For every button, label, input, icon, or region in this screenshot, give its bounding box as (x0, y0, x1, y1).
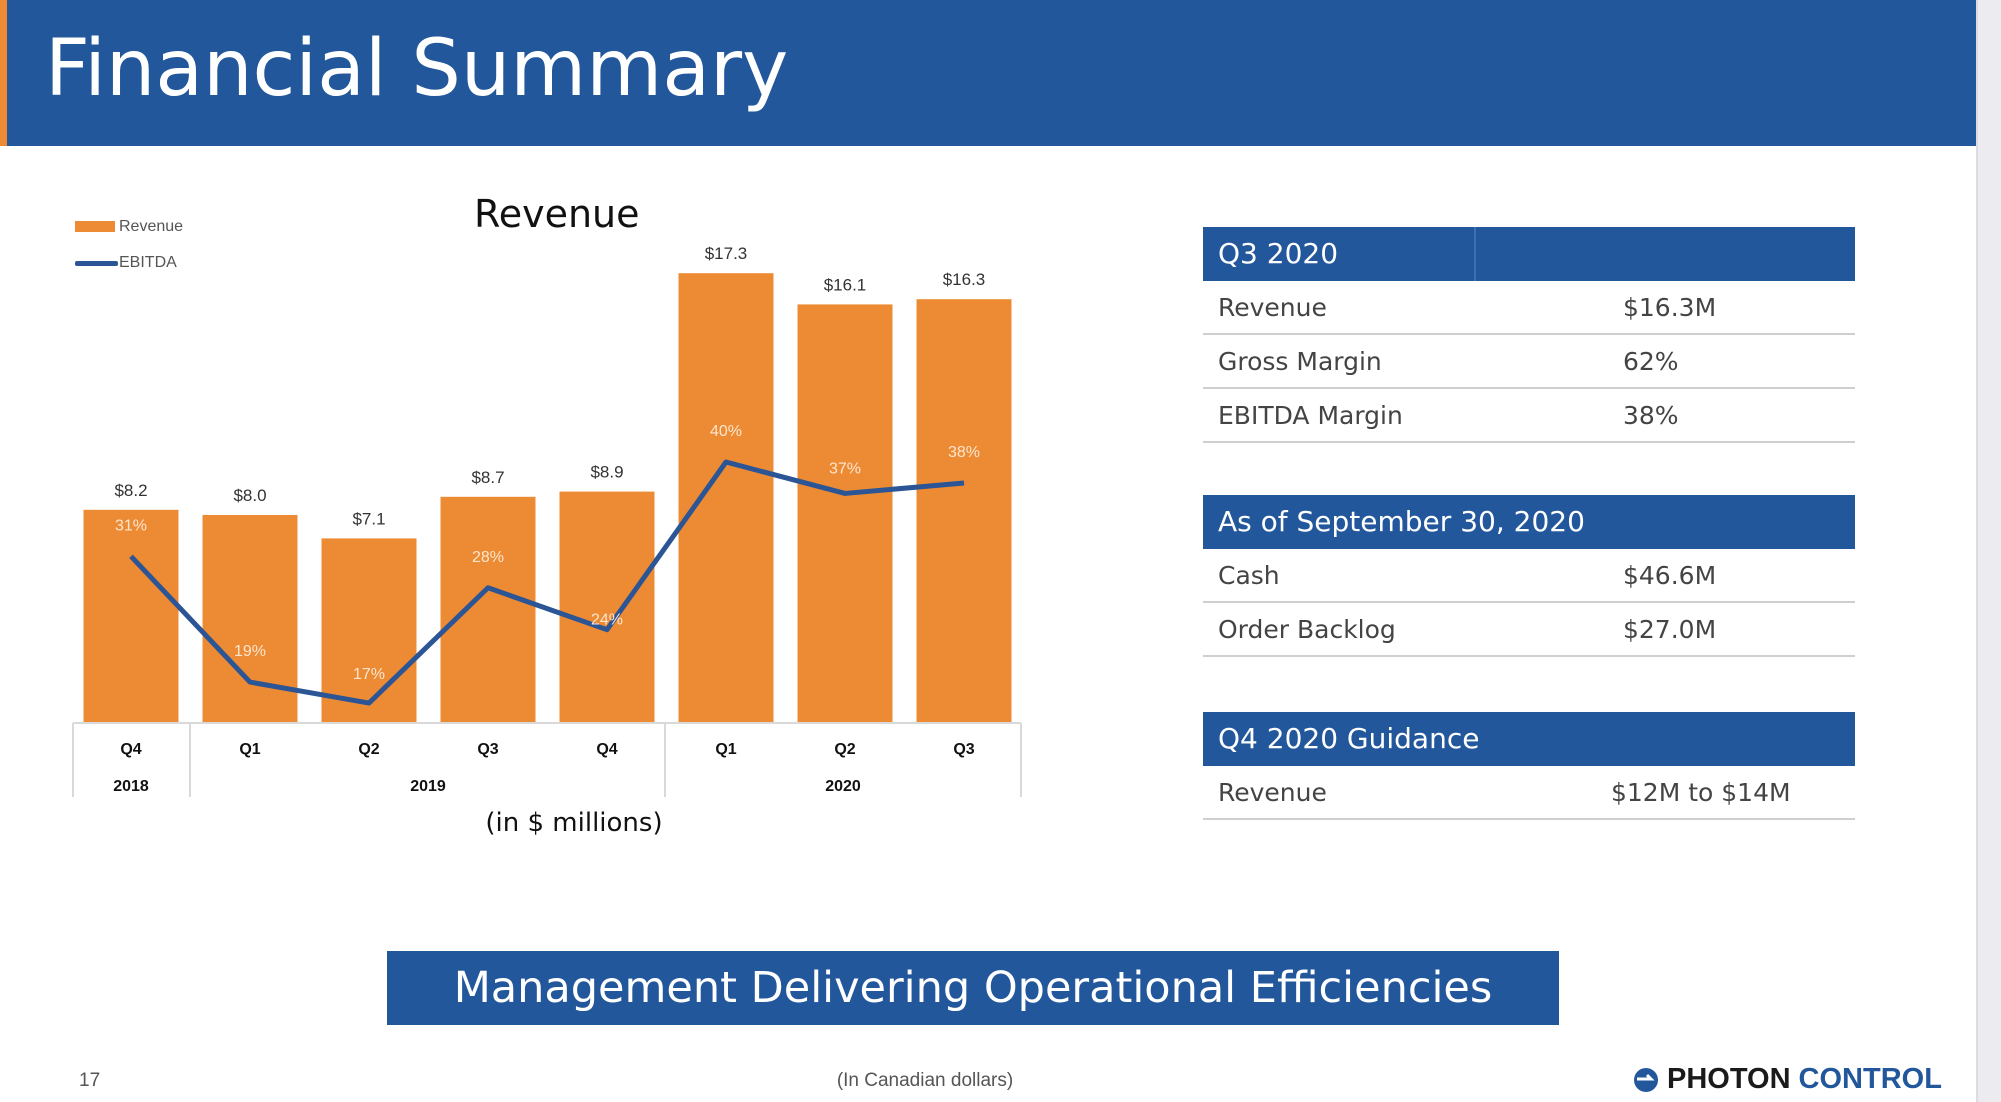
table-header-label: As of September 30, 2020 (1218, 505, 1585, 538)
revenue-bar (797, 304, 893, 723)
revenue-bar (678, 273, 774, 723)
table-row: Revenue $16.3M (1203, 281, 1855, 335)
summary-table: Q4 2020 Guidance Revenue $12M to $14M (1203, 712, 1855, 820)
summary-table: As of September 30, 2020 Cash $46.6M Order … (1203, 495, 1855, 657)
table-row: Order Backlog $27.0M (1203, 603, 1855, 657)
table-header-label: Q4 2020 Guidance (1218, 722, 1480, 755)
ebitda-data-label: 19% (234, 643, 266, 660)
row-label: Gross Margin (1218, 347, 1382, 376)
currency-note: (In Canadian dollars) (836, 1070, 1014, 1091)
row-value: $16.3M (1623, 293, 1717, 322)
x-year-label: 2018 (113, 778, 149, 795)
x-tick-label: Q4 (596, 741, 617, 758)
revenue-data-label: $16.1 (824, 275, 867, 294)
table-row: Cash $46.6M (1203, 549, 1855, 603)
row-value: $12M to $14M (1611, 778, 1791, 807)
ebitda-data-label: 37% (829, 460, 861, 477)
x-tick-label: Q3 (477, 741, 498, 758)
x-tick-label: Q3 (953, 741, 974, 758)
table-header-label: Q3 2020 (1218, 237, 1339, 270)
revenue-bar (83, 509, 179, 723)
revenue-data-label: $8.2 (114, 481, 147, 500)
row-value: 38% (1623, 401, 1679, 430)
headline-banner: Management Delivering Operational Effici… (387, 951, 1559, 1025)
ebitda-line (129, 459, 965, 706)
page-number: 17 (79, 1070, 101, 1091)
revenue-data-label: $8.7 (471, 468, 504, 487)
ebitda-data-label: 40% (710, 423, 742, 440)
x-tick-label: Q2 (358, 741, 379, 758)
company-logo: PHOTON CONTROL (1633, 1063, 1942, 1096)
ebitda-data-label: 31% (115, 517, 147, 534)
revenue-bar (916, 299, 1012, 723)
table-row: EBITDA Margin 38% (1203, 389, 1855, 443)
revenue-data-label: $8.0 (233, 486, 266, 505)
logo-text-photon: PHOTON (1667, 1063, 1791, 1095)
x-tick-label: Q1 (239, 741, 260, 758)
logo-text-control: CONTROL (1798, 1063, 1942, 1095)
revenue-data-label: $16.3 (943, 270, 986, 289)
x-tick-label: Q2 (834, 741, 855, 758)
x-tick-label: Q1 (715, 741, 736, 758)
summary-table: Q3 2020 Revenue $16.3M Gross Margin 62% EBITD… (1203, 227, 1855, 443)
ebitda-data-label: 17% (353, 666, 385, 683)
table-header: Q4 2020 Guidance (1203, 712, 1855, 766)
row-label: Cash (1218, 561, 1280, 590)
row-label: Revenue (1218, 293, 1327, 322)
legend-label-revenue: Revenue (119, 218, 184, 235)
revenue-bar (559, 491, 655, 723)
chart-units-label: (in $ millions) (485, 808, 663, 838)
ebitda-data-label: 28% (472, 549, 504, 566)
chart-plot: $8.2 $8.0 $7.1 $8.7 $8.9 $17.3 $16.1 $16.3 31% 19… (72, 244, 1022, 797)
table-row: Revenue $12M to $14M (1203, 766, 1855, 820)
table-header: Q3 2020 (1203, 227, 1855, 281)
photon-logo-icon (1634, 1067, 1658, 1092)
revenue-bar (440, 496, 536, 723)
page-title: Financial Summary (45, 24, 789, 114)
ebitda-data-label: 38% (948, 444, 980, 461)
table-row: Gross Margin 62% (1203, 335, 1855, 389)
revenue-data-label: $7.1 (352, 509, 385, 528)
row-label: EBITDA Margin (1218, 401, 1403, 430)
window-edge (1976, 0, 2001, 1102)
legend-swatch-ebitda (75, 261, 118, 266)
revenue-data-label: $17.3 (705, 244, 748, 263)
row-label: Revenue (1218, 778, 1327, 807)
chart-title: Revenue (474, 192, 640, 236)
legend-swatch-revenue (75, 221, 115, 232)
revenue-bar (202, 515, 298, 723)
revenue-bar (321, 538, 417, 723)
row-value: $46.6M (1623, 561, 1717, 590)
table-header: As of September 30, 2020 (1203, 495, 1855, 549)
x-year-label: 2019 (410, 778, 446, 795)
row-value: $27.0M (1623, 615, 1717, 644)
x-tick-label: Q4 (120, 741, 141, 758)
row-label: Order Backlog (1218, 615, 1396, 644)
x-year-label: 2020 (825, 778, 861, 795)
row-value: 62% (1623, 347, 1679, 376)
slide-header: Financial Summary (0, 0, 1976, 146)
revenue-data-label: $8.9 (590, 463, 623, 482)
legend-label-ebitda: EBITDA (119, 254, 177, 271)
ebitda-data-label: 24% (591, 612, 623, 629)
